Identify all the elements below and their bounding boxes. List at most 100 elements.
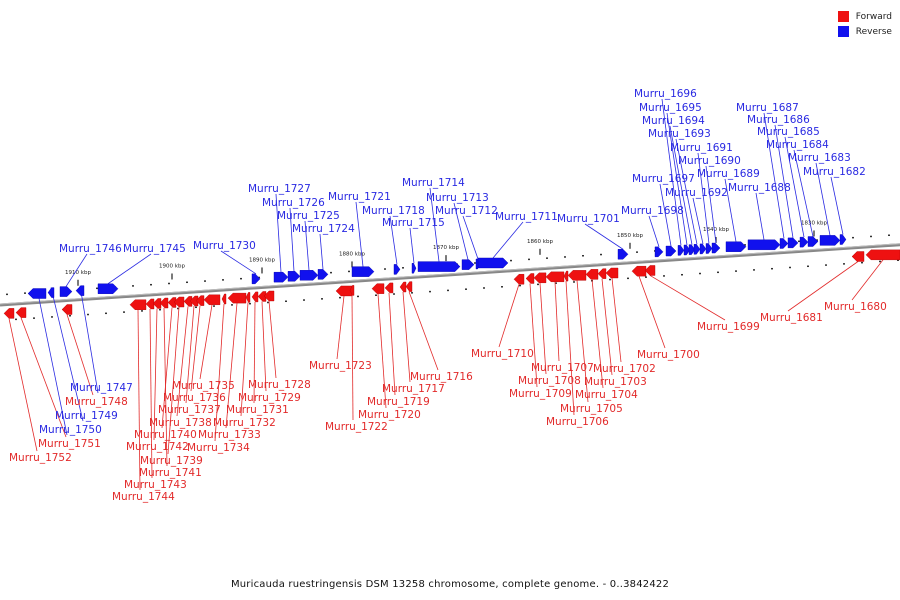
- gene-label-murru-1688[interactable]: Murru_1688: [728, 182, 791, 194]
- gene-label-murru-1709[interactable]: Murru_1709: [509, 388, 572, 400]
- gene-arrow-murru-1746[interactable]: [59, 286, 73, 297]
- gene-label-murru-1695[interactable]: Murru_1695: [639, 102, 702, 114]
- gene-label-murru-1687[interactable]: Murru_1687: [736, 102, 799, 114]
- gene-label-murru-1735[interactable]: Murru_1735: [172, 380, 235, 392]
- gene-label-murru-1744[interactable]: Murru_1744: [112, 491, 175, 503]
- gene-label-murru-1719[interactable]: Murru_1719: [367, 396, 430, 408]
- gene-arrow-murru-1741[interactable]: [159, 297, 169, 309]
- gene-label-murru-1681[interactable]: Murru_1681: [760, 312, 823, 324]
- gene-arrow-murru-1705[interactable]: [567, 270, 587, 281]
- gene-label-murru-1699[interactable]: Murru_1699: [697, 321, 760, 333]
- gene-arrow-murru-1697[interactable]: [665, 245, 677, 257]
- gene-arrow-murru-1711[interactable]: [477, 257, 509, 269]
- gene-arrow-murru-1721[interactable]: [351, 266, 375, 277]
- gene-arrow-murru-1703[interactable]: [597, 268, 607, 279]
- gene-arrow-murru-1731[interactable]: [251, 291, 259, 303]
- gene-arrow-murru-1685[interactable]: [799, 236, 809, 248]
- gene-label-murru-1721[interactable]: Murru_1721: [328, 191, 391, 203]
- gene-label-murru-1715[interactable]: Murru_1715: [382, 217, 445, 229]
- gene-label-murru-1707[interactable]: Murru_1707: [531, 362, 594, 374]
- gene-label-murru-1704[interactable]: Murru_1704: [575, 389, 638, 401]
- gene-arrow-murru-1718[interactable]: [393, 264, 401, 275]
- gene-arrow-murru-1691[interactable]: [705, 243, 713, 254]
- gene-arrow-murru-1727[interactable]: [273, 271, 289, 283]
- gene-arrow-murru-1695[interactable]: [683, 244, 691, 256]
- gene-arrow-murru-1704[interactable]: [585, 269, 599, 280]
- gene-arrow-murru-1720[interactable]: [371, 283, 385, 294]
- gene-label-murru-1713[interactable]: Murru_1713: [426, 192, 489, 204]
- gene-label-murru-1716[interactable]: Murru_1716: [410, 371, 473, 383]
- gene-arrow-murru-1681[interactable]: [851, 251, 865, 262]
- gene-arrow-murru-1689[interactable]: [725, 241, 747, 252]
- gene-label-murru-1734[interactable]: Murru_1734: [187, 442, 250, 454]
- gene-arrow-murru-1733[interactable]: [227, 292, 247, 304]
- gene-arrow-murru-1698[interactable]: [654, 246, 664, 258]
- gene-arrow-murru-1690[interactable]: [711, 242, 721, 254]
- gene-arrow-murru-1706[interactable]: [563, 270, 569, 282]
- gene-label-murru-1705[interactable]: Murru_1705: [560, 403, 623, 415]
- gene-label-murru-1696[interactable]: Murru_1696: [634, 88, 697, 100]
- gene-label-murru-1682[interactable]: Murru_1682: [803, 166, 866, 178]
- gene-arrow-murru-1702[interactable]: [605, 267, 619, 279]
- gene-arrow-murru-1708[interactable]: [533, 272, 547, 284]
- gene-label-murru-1698[interactable]: Murru_1698: [621, 205, 684, 217]
- gene-label-murru-1690[interactable]: Murru_1690: [678, 155, 741, 167]
- gene-arrow-murru-1717[interactable]: [399, 281, 407, 293]
- gene-label-murru-1731[interactable]: Murru_1731: [226, 404, 289, 416]
- gene-arrow-murru-1680[interactable]: [865, 249, 900, 261]
- gene-label-murru-1741[interactable]: Murru_1741: [139, 467, 202, 479]
- gene-label-murru-1739[interactable]: Murru_1739: [140, 455, 203, 467]
- gene-label-murru-1710[interactable]: Murru_1710: [471, 348, 534, 360]
- gene-arrow-murru-1684[interactable]: [807, 236, 819, 247]
- gene-label-murru-1712[interactable]: Murru_1712: [435, 205, 498, 217]
- gene-label-murru-1752[interactable]: Murru_1752: [9, 452, 72, 464]
- gene-arrow-murru-1735[interactable]: [203, 294, 221, 305]
- gene-label-murru-1722[interactable]: Murru_1722: [325, 421, 388, 433]
- gene-arrow-murru-1688[interactable]: [747, 239, 781, 251]
- gene-label-murru-1686[interactable]: Murru_1686: [747, 114, 810, 126]
- gene-arrow-murru-1682[interactable]: [839, 234, 847, 245]
- gene-arrow-murru-1752[interactable]: [3, 308, 15, 319]
- gene-label-murru-1740[interactable]: Murru_1740: [134, 429, 197, 441]
- gene-arrow-murru-1700[interactable]: [631, 265, 647, 277]
- gene-arrow-murru-1748[interactable]: [61, 304, 73, 315]
- gene-label-murru-1748[interactable]: Murru_1748: [65, 396, 128, 408]
- gene-label-murru-1717[interactable]: Murru_1717: [382, 383, 445, 395]
- gene-arrow-murru-1734[interactable]: [221, 293, 227, 305]
- gene-label-murru-1701[interactable]: Murru_1701: [557, 213, 620, 225]
- gene-label-murru-1703[interactable]: Murru_1703: [584, 376, 647, 388]
- gene-arrow-murru-1732[interactable]: [245, 292, 251, 303]
- gene-arrow-murru-1751[interactable]: [15, 307, 27, 318]
- gene-arrow-murru-1723[interactable]: [335, 285, 353, 297]
- gene-label-murru-1742[interactable]: Murru_1742: [126, 441, 189, 453]
- gene-arrow-murru-1716[interactable]: [405, 281, 413, 292]
- gene-arrow-murru-1693[interactable]: [693, 244, 701, 255]
- gene-label-murru-1733[interactable]: Murru_1733: [198, 429, 261, 441]
- gene-label-murru-1693[interactable]: Murru_1693: [648, 128, 711, 140]
- gene-label-murru-1729[interactable]: Murru_1729: [238, 392, 301, 404]
- gene-arrow-murru-1692[interactable]: [699, 243, 707, 255]
- gene-label-murru-1691[interactable]: Murru_1691: [670, 142, 733, 154]
- gene-label-murru-1718[interactable]: Murru_1718: [362, 205, 425, 217]
- gene-label-murru-1726[interactable]: Murru_1726: [262, 197, 325, 209]
- gene-label-murru-1684[interactable]: Murru_1684: [766, 139, 829, 151]
- gene-label-murru-1697[interactable]: Murru_1697: [632, 173, 695, 185]
- gene-arrow-murru-1696[interactable]: [677, 245, 685, 256]
- gene-arrow-murru-1719[interactable]: [384, 282, 394, 294]
- gene-arrow-murru-1699[interactable]: [644, 265, 656, 276]
- gene-label-murru-1746[interactable]: Murru_1746: [59, 243, 122, 255]
- gene-arrow-murru-1701[interactable]: [617, 249, 629, 260]
- gene-label-murru-1723[interactable]: Murru_1723: [309, 360, 372, 372]
- gene-arrow-murru-1710[interactable]: [513, 274, 525, 285]
- gene-arrow-murru-1694[interactable]: [688, 244, 696, 255]
- gene-arrow-murru-1709[interactable]: [525, 273, 535, 284]
- gene-label-murru-1727[interactable]: Murru_1727: [248, 183, 311, 195]
- gene-label-murru-1702[interactable]: Murru_1702: [593, 363, 656, 375]
- gene-label-murru-1700[interactable]: Murru_1700: [637, 349, 700, 361]
- gene-arrow-murru-1715[interactable]: [411, 263, 417, 274]
- gene-label-murru-1724[interactable]: Murru_1724: [292, 223, 355, 235]
- gene-label-murru-1743[interactable]: Murru_1743: [124, 479, 187, 491]
- gene-label-murru-1692[interactable]: Murru_1692: [665, 187, 728, 199]
- gene-label-murru-1749[interactable]: Murru_1749: [55, 410, 118, 422]
- gene-label-murru-1730[interactable]: Murru_1730: [193, 240, 256, 252]
